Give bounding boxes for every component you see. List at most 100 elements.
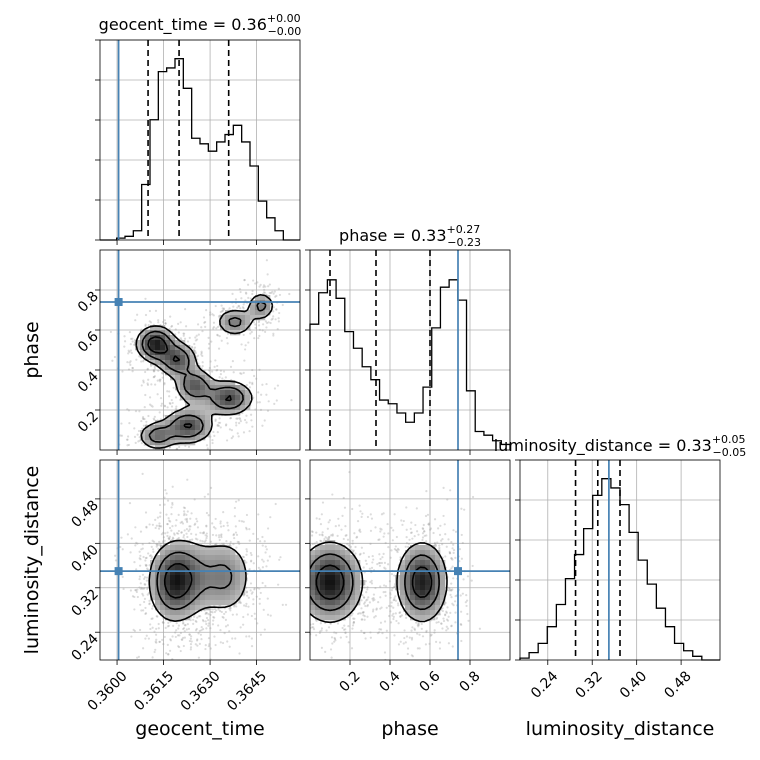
sample-point xyxy=(449,589,453,592)
sample-point xyxy=(154,309,158,312)
sample-point xyxy=(169,315,172,318)
density-cell xyxy=(355,570,361,576)
density-layer xyxy=(109,259,293,453)
sample-point xyxy=(138,628,142,632)
sample-point xyxy=(127,352,130,355)
sample-point xyxy=(186,510,189,513)
density-cell xyxy=(190,410,196,416)
sample-point xyxy=(311,530,314,534)
sample-point xyxy=(149,554,152,557)
sample-point xyxy=(294,573,296,575)
density-cell xyxy=(235,385,241,391)
sample-point xyxy=(215,369,218,372)
density-cell xyxy=(205,395,211,401)
sample-point xyxy=(236,540,239,543)
sample-point xyxy=(421,536,425,539)
sample-point xyxy=(144,563,147,566)
sample-point xyxy=(372,597,375,600)
density-cell xyxy=(160,550,166,556)
sample-point xyxy=(134,410,138,413)
sample-point xyxy=(201,365,204,368)
sample-point xyxy=(144,370,147,374)
sample-point xyxy=(200,629,203,632)
sample-point xyxy=(330,534,333,537)
density-cell xyxy=(225,600,231,606)
sample-point xyxy=(163,383,166,386)
sample-point xyxy=(344,534,347,537)
sample-point xyxy=(220,339,223,342)
sample-point xyxy=(142,594,145,597)
sample-point xyxy=(253,337,256,340)
sample-point xyxy=(134,441,137,444)
sample-point xyxy=(167,652,170,656)
density-cell xyxy=(150,430,156,436)
sample-point xyxy=(305,519,307,521)
sample-point xyxy=(315,531,318,534)
sample-point xyxy=(445,610,448,613)
density-cell xyxy=(195,545,201,551)
sample-point xyxy=(259,633,262,636)
sample-point xyxy=(176,447,179,450)
density-cell xyxy=(225,555,231,561)
sample-point xyxy=(409,527,412,530)
sample-point xyxy=(289,559,291,561)
density-cell xyxy=(235,575,241,581)
sample-point xyxy=(237,601,240,604)
sample-point xyxy=(203,495,206,498)
sample-point xyxy=(367,596,370,599)
density-cell xyxy=(200,585,206,591)
density-cell xyxy=(310,560,316,566)
sample-point xyxy=(259,540,262,543)
sample-point xyxy=(273,402,276,406)
sample-point xyxy=(451,588,454,591)
density-cell xyxy=(160,435,166,441)
sample-point xyxy=(295,595,297,597)
sample-point xyxy=(144,313,148,317)
density-cell xyxy=(170,610,176,616)
sample-point xyxy=(266,559,269,562)
sample-point xyxy=(166,625,170,628)
density-cell xyxy=(180,560,186,566)
sample-point xyxy=(182,536,185,539)
sample-point xyxy=(184,444,187,448)
density-cell xyxy=(195,390,201,396)
sample-point xyxy=(441,607,444,610)
density-cell xyxy=(180,555,186,561)
sample-point xyxy=(294,582,296,584)
density-cell xyxy=(145,355,151,361)
sample-point xyxy=(164,322,167,325)
sample-point xyxy=(242,623,245,626)
sample-point xyxy=(200,326,203,329)
sample-point xyxy=(133,608,136,611)
sample-point xyxy=(201,627,205,631)
density-cell xyxy=(155,330,161,336)
sample-point xyxy=(174,631,177,634)
density-cell xyxy=(210,400,216,406)
density-cell xyxy=(180,410,186,416)
density-cell xyxy=(255,295,261,301)
sample-point xyxy=(224,610,227,614)
sample-point xyxy=(164,451,166,453)
sample-point xyxy=(318,665,320,667)
sample-point xyxy=(320,646,323,649)
sample-point xyxy=(378,538,381,541)
density-cell xyxy=(190,570,196,576)
sample-point xyxy=(239,290,242,294)
sample-point xyxy=(187,445,191,448)
density-cell xyxy=(235,595,241,601)
density-cell xyxy=(200,590,206,596)
sample-point xyxy=(164,626,167,629)
sample-point xyxy=(262,608,265,611)
density-cell xyxy=(190,600,196,606)
sample-point xyxy=(150,555,154,558)
sample-point xyxy=(405,528,408,531)
sample-point xyxy=(424,643,428,646)
sample-point xyxy=(442,619,446,623)
sample-point xyxy=(287,641,289,643)
sample-point xyxy=(155,542,158,546)
sample-point xyxy=(342,496,345,500)
density-cell xyxy=(210,590,216,596)
sample-point xyxy=(184,307,187,311)
sample-point xyxy=(195,639,199,642)
sample-point xyxy=(263,419,266,422)
